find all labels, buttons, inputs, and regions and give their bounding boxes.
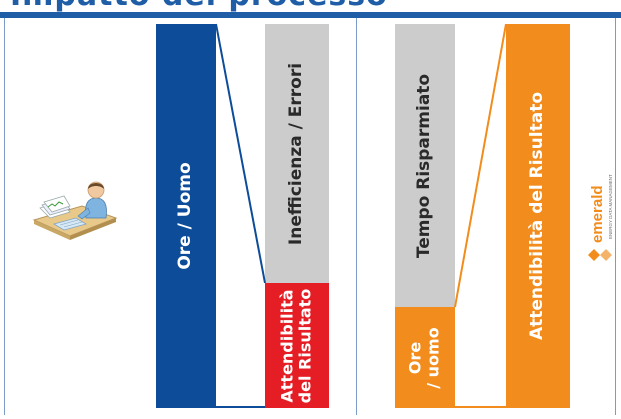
bar-ore-uomo-right-line1: Ore <box>405 341 425 374</box>
bar-ore-uomo-label: Ore / Uomo <box>175 162 196 270</box>
bar-attendibilita-left-line1: Attendibilità <box>277 288 297 403</box>
person-at-desk-icon <box>32 181 118 240</box>
bar-ore-uomo-right-label: Ore / uomo <box>405 326 444 389</box>
bar-ore-uomo: Ore / Uomo <box>156 24 216 408</box>
bar-tempo-risparmiato: Tempo Risparmiato <box>395 24 455 307</box>
bar-attendibilita-left: Attendibilità del Risultato <box>265 283 329 408</box>
logo-tagline: ENERGY DATA MANAGEMENT <box>608 174 613 239</box>
bar-attendibilita-right-label: Attendibilità del Risultato <box>527 91 548 341</box>
logo-brand: emerald <box>589 185 606 243</box>
bar-ore-uomo-right: Ore / uomo <box>395 307 455 408</box>
diagram-frame <box>4 18 616 415</box>
bar-ore-uomo-right-line2: / uomo <box>424 326 443 389</box>
bar-inefficienza-label: Inefficienza / Errori <box>286 62 307 245</box>
bar-attendibilita-left-line2: del Risultato <box>296 288 315 403</box>
emerald-logo: emerald ENERGY DATA MANAGEMENT <box>588 174 613 261</box>
bar-inefficienza: Inefficienza / Errori <box>265 24 329 283</box>
bar-attendibilita-left-label: Attendibilità del Risultato <box>277 288 316 403</box>
bar-tempo-risparmiato-label: Tempo Risparmiato <box>414 73 435 258</box>
bar-attendibilita-right: Attendibilità del Risultato <box>506 24 570 408</box>
header-rule <box>0 12 621 18</box>
panel-divider <box>356 18 357 415</box>
title-strip: Impatto del processo <box>0 0 621 12</box>
page-title: Impatto del processo <box>10 0 388 12</box>
